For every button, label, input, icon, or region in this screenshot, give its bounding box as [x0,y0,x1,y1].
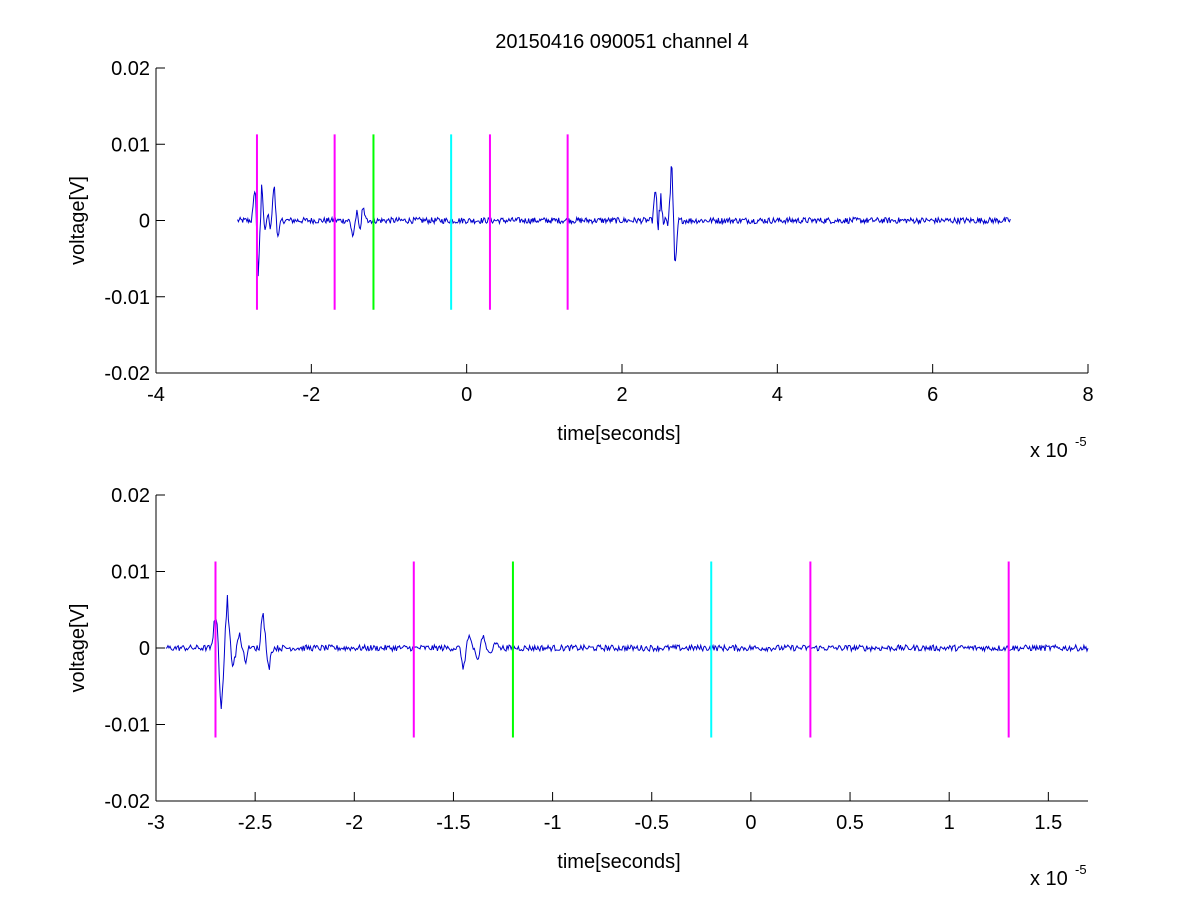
x-axis-label: time[seconds] [557,851,680,873]
x-tick-label: 2 [616,384,627,406]
x-tick-label: 4 [772,384,783,406]
signal-trace [237,166,1011,277]
figure-title: 20150416 090051 channel 4 [495,31,749,53]
x-tick-label: 0 [461,384,472,406]
y-tick-label: 0.01 [111,134,150,156]
x-tick-label: 0 [745,812,756,834]
signal-trace [165,595,1089,709]
x-tick-label: -1 [544,812,562,834]
x-tick-label: -0.5 [635,812,669,834]
y-tick-label: 0.02 [111,485,150,507]
x-tick-label: 0.5 [836,812,864,834]
bottom-plot: -3 -2.5 -2 -1.5 -1 -0.5 0 0.5 1 1.5 -0.02 -0.01 0 0.0… [67,485,1089,890]
y-tick-label: 0.01 [111,562,150,584]
y-tick-label: 0.02 [111,58,150,80]
x-tick-label: -2.5 [238,812,272,834]
x-tick-label: -4 [147,384,165,406]
y-axis-label: voltage[V] [67,176,89,265]
x-tick-label: 1.5 [1034,812,1062,834]
x-tick-label: -2 [345,812,363,834]
x-exponent-power: -5 [1075,862,1087,877]
x-tick-label: 6 [927,384,938,406]
x-tick-label: 8 [1082,384,1093,406]
y-tick-label: 0 [139,211,150,233]
x-tick-label: -1.5 [436,812,470,834]
y-tick-label: -0.02 [104,363,150,385]
y-tick-label: -0.02 [104,791,150,813]
x-exponent-power: -5 [1075,434,1087,449]
x-tick-label: -2 [302,384,320,406]
y-tick-label: -0.01 [104,715,150,737]
x-tick-label: 1 [944,812,955,834]
x-tick-label: -3 [147,812,165,834]
y-tick-label: 0 [139,638,150,660]
x-axis-label: time[seconds] [557,423,680,445]
top-plot: -4 -2 0 2 4 6 8 -0.02 -0.01 0 0.01 0.02 time[seconds… [67,58,1094,462]
y-axis-label: voltage[V] [67,604,89,693]
y-tick-label: -0.01 [104,287,150,309]
x-exponent-label: x 10 [1030,440,1068,462]
x-exponent-label: x 10 [1030,868,1068,890]
